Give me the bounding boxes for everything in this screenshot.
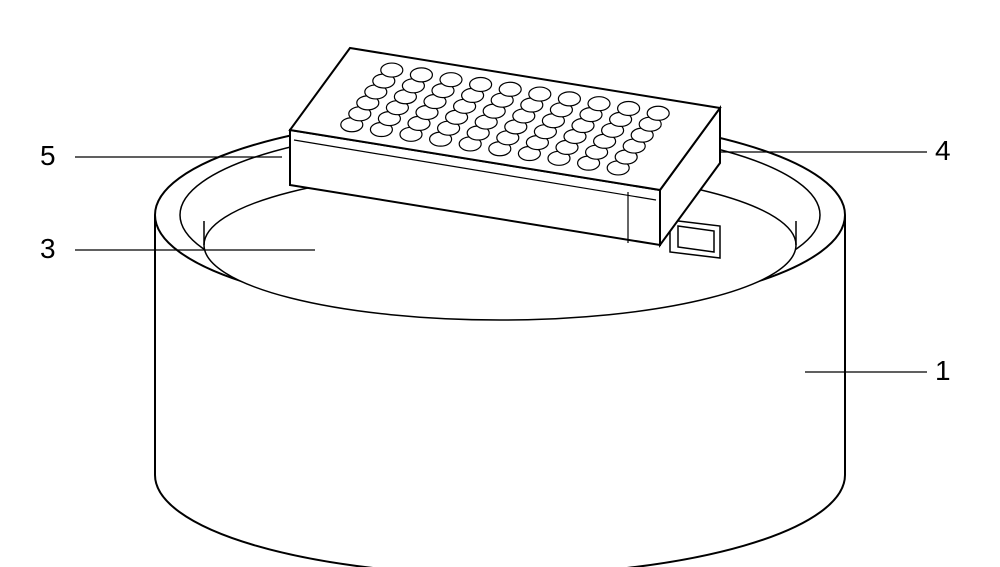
tray-hole [588,97,610,111]
tray-hole [410,68,432,82]
tray-hole [440,73,462,87]
technical-drawing: 5 3 4 1 [0,0,1000,567]
tray-hole [558,92,580,106]
tray-hole [381,63,403,77]
label-3: 3 [40,233,56,264]
tray-hole [529,87,551,101]
tray-hole [618,101,640,115]
label-5: 5 [40,140,56,171]
tray-hole [499,82,521,96]
label-4: 4 [935,135,951,166]
tray-hole [647,106,669,120]
cylinder-bottom-front [155,475,845,567]
label-1: 1 [935,355,951,386]
tray-hole [470,77,492,91]
